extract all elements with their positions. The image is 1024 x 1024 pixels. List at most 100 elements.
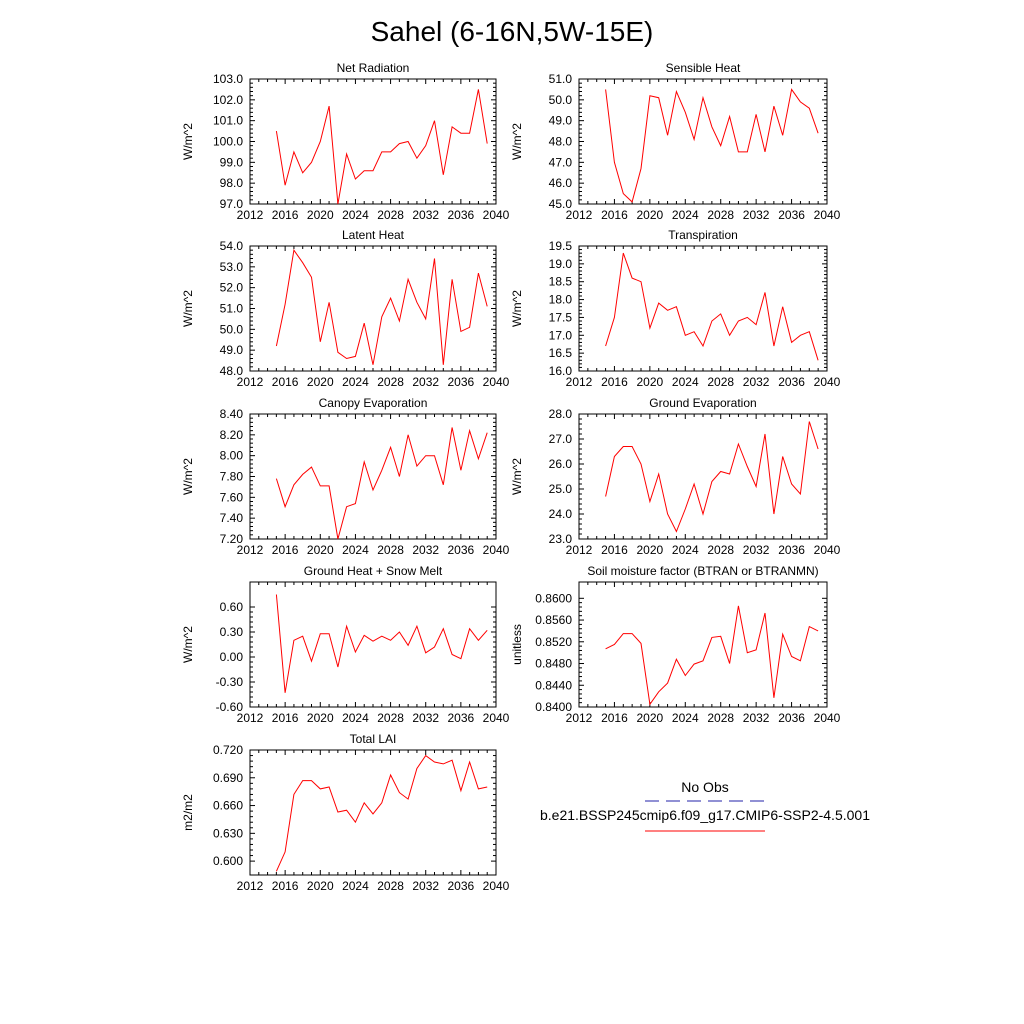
y-tick-label: 28.0	[549, 407, 573, 421]
y-tick-label: 47.0	[549, 155, 573, 169]
x-tick-label: 2036	[778, 208, 805, 222]
y-axis-label: W/m^2	[181, 626, 195, 663]
x-tick-label: 2012	[237, 543, 264, 557]
x-tick-label: 2028	[707, 375, 734, 389]
x-tick-label: 2016	[272, 375, 299, 389]
y-tick-label: 17.5	[549, 310, 573, 324]
x-tick-label: 2040	[483, 375, 510, 389]
x-tick-label: 2012	[566, 208, 593, 222]
x-tick-label: 2036	[448, 879, 475, 893]
x-tick-label: 2012	[566, 711, 593, 725]
y-tick-label: 50.0	[549, 93, 573, 107]
x-tick-label: 2028	[377, 879, 404, 893]
panel-title: Transpiration	[668, 228, 738, 242]
y-axis-label: W/m^2	[510, 458, 524, 495]
y-tick-label: 0.8520	[535, 635, 572, 649]
series-line	[275, 427, 488, 540]
x-tick-label: 2012	[237, 375, 264, 389]
y-tick-label: 101.0	[213, 114, 243, 128]
y-tick-label: 98.0	[220, 176, 244, 190]
y-axis-label: W/m^2	[510, 123, 524, 160]
x-tick-label: 2032	[743, 543, 770, 557]
x-tick-label: 2024	[342, 711, 369, 725]
y-tick-label: 0.8600	[535, 591, 572, 605]
x-tick-label: 2032	[412, 711, 439, 725]
panel-title: Net Radiation	[337, 61, 410, 75]
x-tick-label: 2016	[272, 879, 299, 893]
y-tick-label: 45.0	[549, 197, 573, 211]
series-line	[275, 248, 488, 365]
y-tick-label: 7.40	[220, 511, 244, 525]
panel-5: Canopy Evaporation W/m^2 2012 2016 2020 2024 2…	[181, 396, 510, 557]
x-tick-label: 2024	[672, 208, 699, 222]
series-line	[605, 252, 819, 361]
x-tick-label: 2032	[412, 208, 439, 222]
x-tick-label: 2016	[601, 375, 628, 389]
x-tick-label: 2012	[566, 543, 593, 557]
y-tick-label: 0.660	[213, 799, 243, 813]
x-tick-label: 2036	[448, 208, 475, 222]
x-tick-label: 2032	[743, 208, 770, 222]
x-tick-label: 2020	[307, 543, 334, 557]
x-tick-label: 2016	[601, 711, 628, 725]
x-tick-label: 2020	[307, 711, 334, 725]
y-tick-label: 8.40	[220, 407, 244, 421]
x-tick-label: 2032	[412, 879, 439, 893]
y-tick-label: -0.30	[216, 675, 244, 689]
x-tick-label: 2012	[237, 879, 264, 893]
series-line	[605, 605, 819, 706]
x-tick-label: 2016	[272, 543, 299, 557]
y-tick-label: 0.600	[213, 854, 243, 868]
x-tick-label: 2036	[778, 711, 805, 725]
series-line	[275, 594, 488, 693]
x-tick-label: 2028	[707, 711, 734, 725]
y-tick-label: 97.0	[220, 197, 244, 211]
x-tick-label: 2020	[307, 375, 334, 389]
panel-title: Latent Heat	[342, 228, 405, 242]
x-tick-label: 2016	[601, 208, 628, 222]
x-tick-label: 2032	[743, 375, 770, 389]
x-tick-label: 2028	[377, 543, 404, 557]
x-tick-label: 2020	[307, 208, 334, 222]
panel-title: Ground Heat + Snow Melt	[304, 564, 443, 578]
x-tick-label: 2032	[412, 543, 439, 557]
x-tick-label: 2020	[637, 711, 664, 725]
x-tick-label: 2012	[237, 208, 264, 222]
panels: Net Radiation W/m^2 2012 2016 2020 2024 2028 20…	[181, 61, 841, 893]
y-tick-label: 25.0	[549, 482, 573, 496]
y-tick-label: 23.0	[549, 532, 573, 546]
y-tick-label: 53.0	[220, 260, 244, 274]
y-tick-label: 18.0	[549, 293, 573, 307]
x-tick-label: 2024	[342, 543, 369, 557]
x-tick-label: 2016	[272, 711, 299, 725]
x-tick-label: 2032	[412, 375, 439, 389]
x-tick-label: 2028	[707, 208, 734, 222]
x-tick-label: 2016	[601, 543, 628, 557]
y-tick-label: 0.720	[213, 743, 243, 757]
y-axis-label: W/m^2	[181, 123, 195, 160]
panel-title: Soil moisture factor (BTRAN or BTRANMN)	[587, 564, 818, 578]
y-tick-label: 7.20	[220, 532, 244, 546]
x-tick-label: 2016	[272, 208, 299, 222]
y-axis-label: W/m^2	[510, 290, 524, 327]
y-tick-label: 0.60	[220, 600, 244, 614]
y-tick-label: 54.0	[220, 239, 244, 253]
y-tick-label: 19.5	[549, 239, 573, 253]
x-tick-label: 2040	[814, 375, 841, 389]
x-tick-label: 2036	[448, 711, 475, 725]
y-tick-label: 0.8440	[535, 678, 572, 692]
y-tick-label: 17.0	[549, 328, 573, 342]
x-tick-label: 2032	[743, 711, 770, 725]
x-tick-label: 2020	[637, 375, 664, 389]
x-tick-label: 2036	[778, 543, 805, 557]
x-tick-label: 2040	[483, 711, 510, 725]
x-tick-label: 2036	[778, 375, 805, 389]
x-tick-label: 2024	[672, 375, 699, 389]
panel-3: Latent Heat W/m^2 2012 2016 2020 2024 2028 2032…	[181, 228, 510, 389]
x-tick-label: 2040	[483, 208, 510, 222]
y-tick-label: 48.0	[220, 364, 244, 378]
x-tick-label: 2036	[448, 375, 475, 389]
y-tick-label: 46.0	[549, 176, 573, 190]
y-tick-label: 0.690	[213, 771, 243, 785]
